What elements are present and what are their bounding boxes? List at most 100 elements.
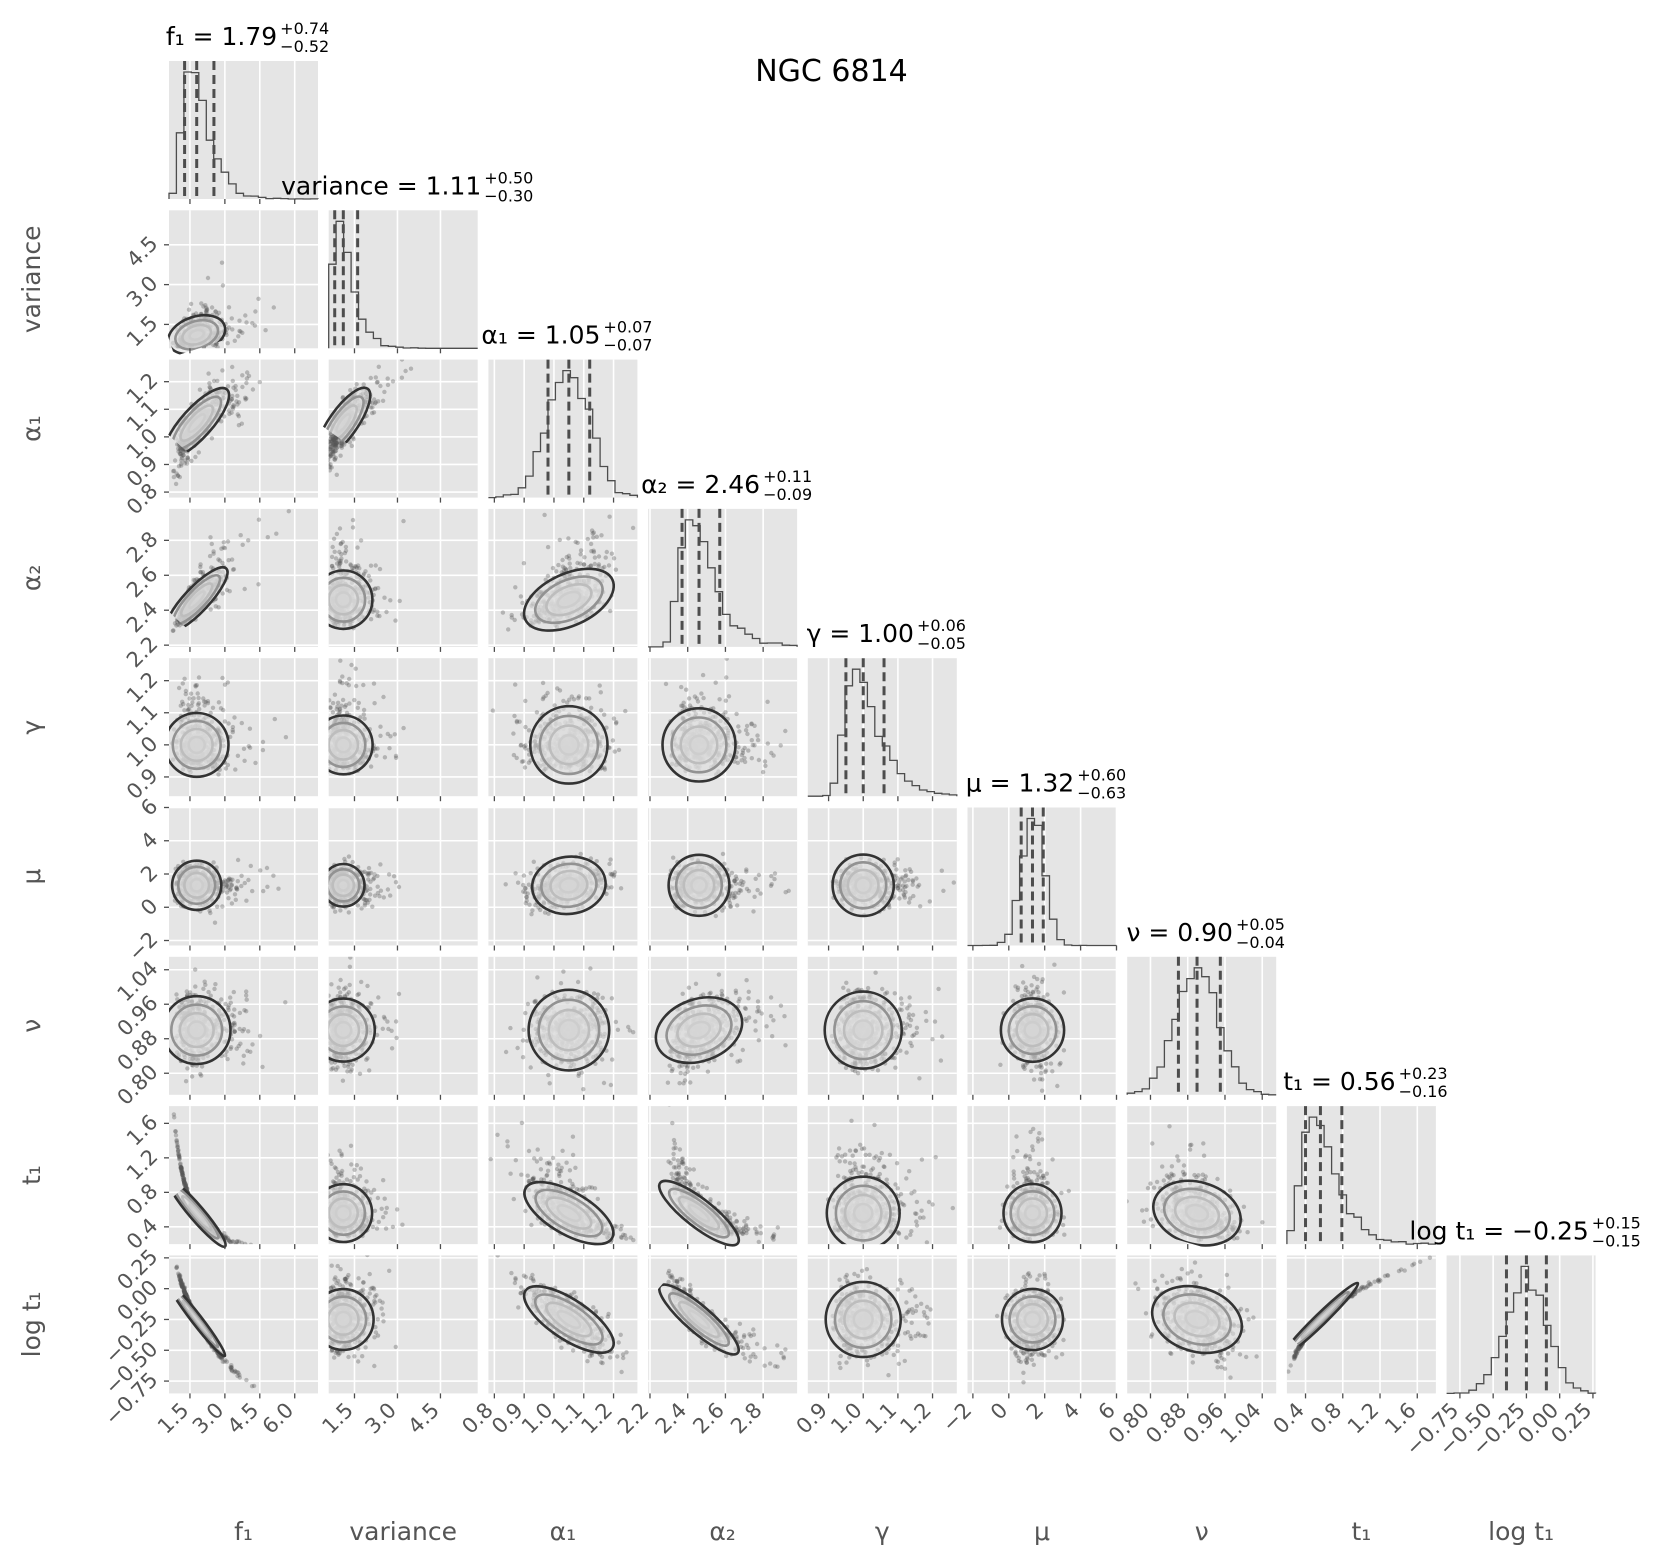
sample-point: [591, 548, 596, 553]
sample-point: [172, 621, 178, 626]
sample-point: [188, 691, 194, 696]
sample-point: [337, 706, 343, 712]
sample-point: [371, 410, 377, 415]
contour-level: [170, 859, 223, 912]
sample-point: [271, 305, 276, 310]
sample-point: [734, 711, 739, 717]
sample-point: [239, 883, 244, 889]
sample-point: [384, 609, 389, 615]
sample-point: [385, 376, 390, 381]
sample-point: [357, 566, 362, 571]
sample-point: [220, 904, 225, 909]
sample-point: [235, 887, 240, 892]
sample-point: [335, 700, 341, 705]
sample-point: [378, 724, 383, 729]
sample-point: [197, 387, 203, 392]
sample-point: [180, 450, 186, 455]
sample-point: [587, 696, 592, 701]
sample-point: [608, 608, 613, 614]
sample-point: [331, 437, 336, 442]
sample-point: [361, 571, 367, 576]
panel-mu-vs-f1: [164, 806, 318, 951]
sample-point: [245, 370, 250, 375]
contour-level: [661, 707, 737, 783]
sample-point: [534, 710, 540, 715]
sample-point: [218, 706, 224, 711]
sample-point: [399, 359, 405, 362]
sample-point: [332, 442, 337, 447]
sample-point: [176, 685, 182, 691]
sample-point: [256, 517, 262, 522]
sample-point: [372, 701, 377, 706]
sample-point: [203, 303, 208, 308]
sample-point: [613, 721, 619, 726]
sample-point: [204, 307, 210, 312]
sample-point: [337, 562, 342, 567]
sample-point: [180, 681, 185, 686]
sample-point: [371, 681, 377, 686]
sample-point: [571, 697, 577, 702]
sample-point: [749, 722, 754, 727]
sample-point: [233, 767, 238, 772]
sample-point: [378, 383, 383, 389]
sample-point: [229, 410, 234, 415]
panel-background: [648, 508, 798, 647]
sample-point: [749, 756, 754, 761]
sample-point: [346, 683, 351, 688]
sample-point: [235, 412, 240, 417]
sample-point: [687, 703, 693, 708]
sample-point: [328, 465, 333, 470]
sample-point: [244, 376, 250, 381]
sample-point: [208, 710, 213, 716]
panel-g-vs-f1: [164, 658, 318, 802]
sample-point: [219, 260, 225, 265]
sample-point: [324, 469, 328, 473]
sample-point: [592, 561, 597, 567]
sample-point: [230, 729, 235, 735]
sample-point: [213, 309, 218, 314]
sample-point: [602, 712, 607, 717]
sample-point: [393, 753, 399, 759]
sample-point: [742, 745, 747, 751]
sample-point: [582, 555, 587, 560]
sample-point: [560, 557, 565, 563]
sample-point: [222, 682, 228, 687]
sample-point: [686, 696, 692, 701]
sample-point: [694, 696, 699, 701]
sample-point: [179, 451, 184, 456]
sample-point: [333, 444, 338, 449]
sample-point: [215, 378, 220, 384]
sample-point: [260, 747, 266, 753]
sample-point: [187, 707, 192, 712]
sample-point: [328, 461, 331, 466]
sample-point: [211, 860, 216, 865]
sample-point: [183, 691, 188, 697]
sample-point: [376, 364, 381, 369]
sample-point: [591, 549, 597, 555]
sample-point: [374, 380, 380, 385]
sample-point: [190, 700, 195, 705]
panel-g-vs-variance: [328, 658, 478, 802]
sample-point: [377, 566, 383, 572]
sample-point: [265, 884, 270, 889]
sample-point: [171, 469, 176, 474]
sample-point: [346, 854, 352, 859]
sample-point: [247, 726, 253, 731]
sample-point: [205, 275, 211, 281]
sample-point: [333, 443, 338, 448]
sample-point: [550, 565, 556, 571]
sample-point: [225, 384, 231, 389]
sample-point: [343, 544, 349, 550]
sample-point: [723, 698, 728, 703]
sample-point: [179, 461, 184, 466]
panel-background: [328, 210, 478, 349]
sample-point: [207, 385, 213, 391]
sample-point: [723, 710, 728, 715]
sample-point: [746, 748, 751, 753]
contour-level: [529, 704, 609, 785]
sample-point: [350, 517, 356, 523]
sample-point: [368, 617, 374, 622]
sample-point: [563, 567, 569, 572]
sample-point: [328, 441, 333, 447]
sample-point: [374, 753, 379, 758]
